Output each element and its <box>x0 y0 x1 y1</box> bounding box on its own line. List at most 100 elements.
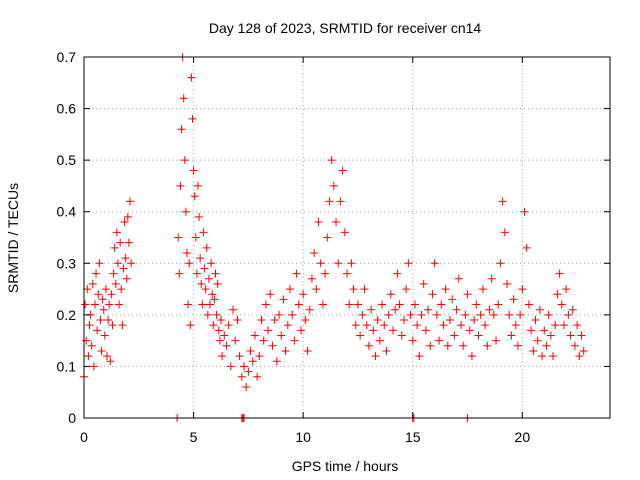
data-point <box>378 300 387 309</box>
data-point <box>579 346 588 355</box>
data-point <box>210 295 219 304</box>
data-point <box>277 331 286 340</box>
data-point <box>555 269 564 278</box>
data-point <box>259 336 268 345</box>
data-point <box>446 316 455 325</box>
data-point <box>535 305 544 314</box>
data-point <box>408 336 417 345</box>
data-point <box>196 254 205 263</box>
y-tick-label: 0.5 <box>57 152 77 168</box>
data-point <box>215 336 224 345</box>
data-point <box>454 274 463 283</box>
data-point <box>397 331 406 340</box>
data-point <box>573 321 582 330</box>
data-point <box>307 274 316 283</box>
data-point <box>174 233 183 242</box>
data-point <box>105 300 114 309</box>
y-tick-label: 0.3 <box>57 255 77 271</box>
data-point <box>384 310 393 319</box>
data-point <box>395 300 404 309</box>
data-point <box>476 310 485 319</box>
axis-ticks: 0 0.1 0.2 0.3 0.4 0.5 0.6 0.7 0 5 10 15 20 <box>57 49 610 445</box>
data-point <box>448 295 457 304</box>
data-point <box>351 321 360 330</box>
data-point <box>103 352 112 361</box>
data-point <box>208 290 217 299</box>
data-point <box>248 357 257 366</box>
x-tick-label: 0 <box>80 429 88 445</box>
data-point <box>358 310 367 319</box>
data-point <box>465 326 474 335</box>
data-point <box>253 372 262 381</box>
data-point <box>380 321 389 330</box>
data-point <box>463 290 472 299</box>
data-point <box>84 352 93 361</box>
data-point <box>371 352 380 361</box>
data-point <box>524 300 533 309</box>
y-axis-label: SRMTID / TECUs <box>5 183 21 293</box>
data-point <box>406 310 415 319</box>
data-point <box>347 259 356 268</box>
data-point <box>233 316 242 325</box>
data-point <box>281 346 290 355</box>
data-point <box>127 259 136 268</box>
data-point <box>124 238 133 247</box>
data-point <box>220 331 229 340</box>
data-point <box>115 300 124 309</box>
data-point <box>126 197 135 206</box>
data-point <box>312 285 321 294</box>
data-point <box>87 341 96 350</box>
data-point <box>175 269 184 278</box>
data-point <box>177 125 186 134</box>
chart-title: Day 128 of 2023, SRMTID for receiver cn1… <box>209 20 482 36</box>
data-point <box>373 316 382 325</box>
data-point <box>310 248 319 257</box>
data-point <box>314 218 323 227</box>
data-point <box>452 305 461 314</box>
data-point <box>183 248 192 257</box>
data-point <box>435 336 444 345</box>
data-point <box>204 274 213 283</box>
data-point <box>184 300 193 309</box>
data-point <box>450 331 459 340</box>
data-point <box>226 362 235 371</box>
data-point <box>461 310 470 319</box>
data-point <box>566 331 575 340</box>
data-point <box>95 259 104 268</box>
data-point <box>242 383 251 392</box>
data-point <box>329 181 338 190</box>
data-point <box>303 346 312 355</box>
data-point <box>122 274 131 283</box>
data-point <box>198 300 207 309</box>
data-point <box>577 331 586 340</box>
data-point <box>327 156 336 165</box>
data-point <box>343 269 351 278</box>
data-point <box>197 279 206 288</box>
data-point <box>334 259 343 268</box>
data-point <box>494 300 503 309</box>
data-point <box>332 218 341 227</box>
data-point <box>94 290 103 299</box>
data-point <box>109 269 118 278</box>
data-point <box>360 285 369 294</box>
data-point <box>90 300 99 309</box>
data-point <box>112 228 121 237</box>
data-point <box>318 300 327 309</box>
data-point <box>296 326 305 335</box>
data-point <box>192 269 201 278</box>
data-point <box>404 259 413 268</box>
data-point <box>467 352 476 361</box>
data-point <box>224 321 233 330</box>
data-point <box>83 285 92 294</box>
data-point <box>399 316 408 325</box>
data-point <box>82 336 91 345</box>
data-point <box>483 341 492 350</box>
data-point <box>110 243 119 252</box>
data-point <box>502 279 511 288</box>
data-point <box>421 326 430 335</box>
data-point <box>211 269 220 278</box>
data-point <box>500 228 509 237</box>
data-point <box>553 290 562 299</box>
data-point <box>202 243 211 252</box>
data-point <box>507 331 516 340</box>
